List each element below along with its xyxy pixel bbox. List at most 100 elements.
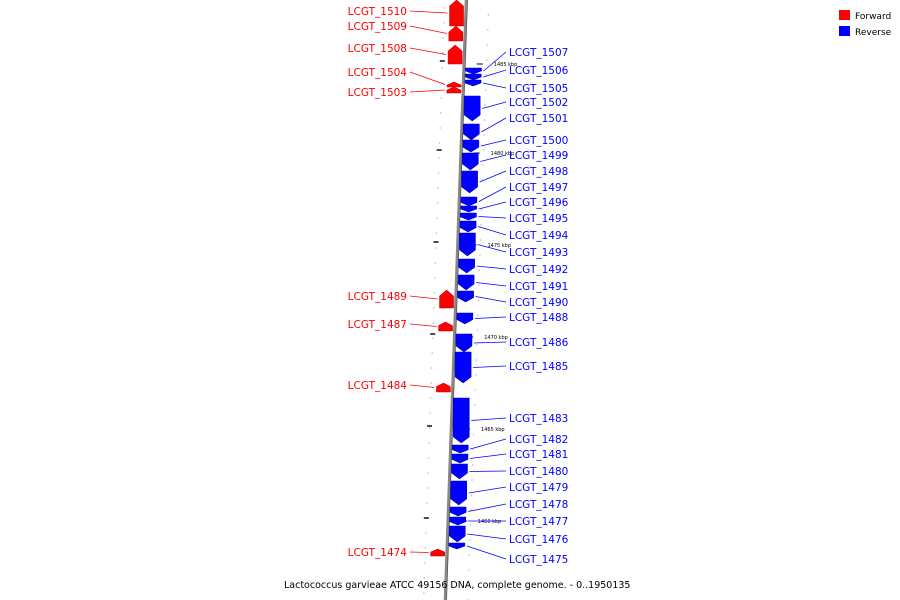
gene-arrow-lcgt-1509[interactable] xyxy=(448,25,464,42)
gene-label-lcgt-1490[interactable]: LCGT_1490 xyxy=(509,297,568,309)
gene-arrow-lcgt-1496[interactable] xyxy=(460,205,477,213)
gene-label-lcgt-1477[interactable]: LCGT_1477 xyxy=(509,516,568,528)
gene-arrow-lcgt-1488[interactable] xyxy=(456,312,474,325)
leader-line xyxy=(480,154,507,162)
gene-label-lcgt-1478[interactable]: LCGT_1478 xyxy=(509,499,568,511)
leader-line xyxy=(475,296,507,303)
gene-label-lcgt-1475[interactable]: LCGT_1475 xyxy=(509,554,568,566)
leader-line xyxy=(469,453,507,459)
gene-label-lcgt-1487[interactable]: LCGT_1487 xyxy=(348,319,407,331)
gene-arrow-lcgt-1499[interactable] xyxy=(462,152,479,171)
leader-line-layer xyxy=(409,10,507,560)
gene-label-lcgt-1501[interactable]: LCGT_1501 xyxy=(509,113,568,125)
gene-label-lcgt-1491[interactable]: LCGT_1491 xyxy=(509,281,568,293)
gene-label-lcgt-1488[interactable]: LCGT_1488 xyxy=(509,312,568,324)
gene-arrow-lcgt-1480[interactable] xyxy=(451,463,468,480)
gene-arrow-lcgt-1475[interactable] xyxy=(448,542,466,550)
legend-label-reverse: Reverse xyxy=(855,28,892,38)
gene-arrow-lcgt-1495[interactable] xyxy=(460,212,477,221)
gene-label-lcgt-1505[interactable]: LCGT_1505 xyxy=(509,83,568,95)
gene-label-lcgt-1499[interactable]: LCGT_1499 xyxy=(509,150,568,162)
leader-line xyxy=(409,71,446,85)
gene-label-lcgt-1494[interactable]: LCGT_1494 xyxy=(509,230,569,242)
gene-label-lcgt-1489[interactable]: LCGT_1489 xyxy=(348,291,407,303)
leader-line xyxy=(481,117,507,133)
gene-arrow-lcgt-1483[interactable] xyxy=(453,397,470,444)
gene-label-lcgt-1508[interactable]: LCGT_1508 xyxy=(348,43,407,55)
gene-arrow-lcgt-1508[interactable] xyxy=(447,44,463,65)
leader-line xyxy=(478,186,507,202)
gene-label-lcgt-1483[interactable]: LCGT_1483 xyxy=(509,413,568,425)
gene-label-lcgt-1476[interactable]: LCGT_1476 xyxy=(509,534,569,546)
gene-arrow-lcgt-1482[interactable] xyxy=(452,444,469,454)
gene-label-lcgt-1510[interactable]: LCGT_1510 xyxy=(348,6,407,18)
gene-arrow-lcgt-1498[interactable] xyxy=(461,170,478,194)
gene-arrow-lcgt-1503[interactable] xyxy=(446,86,462,94)
leader-line xyxy=(473,341,507,344)
scale-label: 1470 kbp xyxy=(484,335,508,341)
gene-arrow-lcgt-1507[interactable] xyxy=(465,67,482,75)
gene-label-lcgt-1479[interactable]: LCGT_1479 xyxy=(509,482,568,494)
leader-line xyxy=(409,295,438,300)
leader-line xyxy=(468,486,507,494)
legend-item-forward[interactable]: Forward xyxy=(839,10,891,22)
gene-label-lcgt-1486[interactable]: LCGT_1486 xyxy=(509,337,569,349)
gene-label-lcgt-1484[interactable]: LCGT_1484 xyxy=(348,380,408,392)
gene-label-lcgt-1496[interactable]: LCGT_1496 xyxy=(509,197,569,209)
gene-arrow-lcgt-1492[interactable] xyxy=(458,258,475,274)
gene-label-lcgt-1485[interactable]: LCGT_1485 xyxy=(509,361,568,373)
legend-item-reverse[interactable]: Reverse xyxy=(839,26,892,38)
gene-arrow-lcgt-1485[interactable] xyxy=(454,351,472,384)
gene-arrow-lcgt-1489[interactable] xyxy=(439,289,454,309)
gene-label-lcgt-1502[interactable]: LCGT_1502 xyxy=(509,97,568,109)
gene-arrow-lcgt-1494[interactable] xyxy=(459,220,477,233)
gene-arrow-lcgt-1478[interactable] xyxy=(449,506,467,517)
gene-label-lcgt-1495[interactable]: LCGT_1495 xyxy=(509,213,568,225)
leader-line xyxy=(478,216,507,219)
gene-arrow-lcgt-1486[interactable] xyxy=(455,333,473,353)
leader-line xyxy=(483,51,507,72)
gene-label-lcgt-1493[interactable]: LCGT_1493 xyxy=(509,247,568,259)
gene-arrow-lcgt-1479[interactable] xyxy=(450,480,467,506)
leader-line xyxy=(483,82,507,89)
gene-label-lcgt-1492[interactable]: LCGT_1492 xyxy=(509,264,568,276)
gene-arrow-lcgt-1506[interactable] xyxy=(465,73,482,81)
gene-arrow-lcgt-1476[interactable] xyxy=(449,525,466,543)
gene-label-lcgt-1506[interactable]: LCGT_1506 xyxy=(509,65,569,77)
legend: Forward Reverse xyxy=(839,10,892,38)
gene-arrow-lcgt-1481[interactable] xyxy=(451,453,469,464)
gene-arrow-lcgt-1487[interactable] xyxy=(438,321,453,332)
gene-arrow-lcgt-1501[interactable] xyxy=(463,123,480,141)
leader-line xyxy=(409,10,448,14)
gene-arrow-lcgt-1474[interactable] xyxy=(430,548,445,557)
gene-arrow-lcgt-1510[interactable] xyxy=(449,0,464,27)
gene-arrow-lcgt-1497[interactable] xyxy=(460,196,478,207)
leader-line xyxy=(409,89,445,93)
gene-arrow-lcgt-1491[interactable] xyxy=(457,274,475,291)
backbone-line xyxy=(443,0,468,600)
scale-label: 1480 kbp xyxy=(491,151,515,157)
gene-label-lcgt-1474[interactable]: LCGT_1474 xyxy=(348,547,408,559)
gene-label-lcgt-1497[interactable]: LCGT_1497 xyxy=(509,182,568,194)
gene-arrow-lcgt-1493[interactable] xyxy=(459,232,476,257)
gene-label-lcgt-1498[interactable]: LCGT_1498 xyxy=(509,166,568,178)
gene-label-lcgt-1507[interactable]: LCGT_1507 xyxy=(509,47,568,59)
gene-label-lcgt-1481[interactable]: LCGT_1481 xyxy=(509,449,568,461)
gene-arrow-lcgt-1500[interactable] xyxy=(462,139,480,153)
scale-label: 1485 kbp xyxy=(494,62,518,68)
gene-arrow-lcgt-1484[interactable] xyxy=(436,382,451,393)
gene-arrow-lcgt-1505[interactable] xyxy=(464,79,482,87)
gene-label-lcgt-1482[interactable]: LCGT_1482 xyxy=(509,434,568,446)
gene-arrow-lcgt-1490[interactable] xyxy=(457,290,474,303)
gene-label-lcgt-1503[interactable]: LCGT_1503 xyxy=(348,87,407,99)
gene-arrow-lcgt-1502[interactable] xyxy=(463,95,481,122)
gene-label-lcgt-1500[interactable]: LCGT_1500 xyxy=(509,135,568,147)
gene-label-lcgt-1509[interactable]: LCGT_1509 xyxy=(348,21,407,33)
gene-label-lcgt-1480[interactable]: LCGT_1480 xyxy=(509,466,568,478)
legend-swatch-forward xyxy=(839,10,850,20)
gene-layer xyxy=(430,0,482,557)
gene-arrow-lcgt-1504[interactable] xyxy=(446,81,462,88)
gene-label-lcgt-1504[interactable]: LCGT_1504 xyxy=(348,67,408,79)
leader-line xyxy=(480,139,507,147)
gene-arrow-lcgt-1477[interactable] xyxy=(449,516,467,526)
